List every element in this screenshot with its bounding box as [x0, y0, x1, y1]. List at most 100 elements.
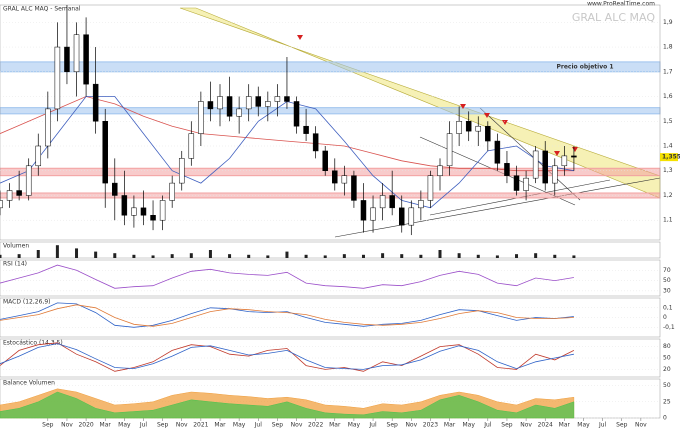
candle-body — [504, 163, 510, 176]
candle-body — [379, 195, 386, 209]
volume-bar — [113, 253, 117, 258]
candle-body — [245, 96, 252, 110]
candle-body — [274, 96, 281, 102]
indicator-line — [0, 264, 574, 289]
candle-body — [532, 150, 539, 179]
signal-arrow — [484, 113, 490, 118]
signal-arrow — [572, 147, 578, 152]
candle-body — [265, 101, 271, 107]
x-tick-label: May — [233, 422, 246, 429]
candle-body — [485, 125, 491, 142]
y-tick-label: 25 — [663, 398, 671, 405]
volume-bar — [208, 250, 212, 258]
volume-bar — [0, 254, 2, 258]
x-tick-label: Mar — [444, 422, 456, 429]
volume-bar — [572, 255, 576, 258]
panel-frame — [0, 297, 661, 338]
support-line — [334, 177, 661, 238]
x-tick-label: 2022 — [308, 422, 323, 429]
candle-body — [121, 195, 128, 216]
candle-body — [188, 133, 195, 159]
candle-body — [465, 121, 472, 132]
signal-arrow — [297, 35, 303, 40]
volume-bar — [55, 245, 59, 258]
candle-body — [236, 108, 242, 117]
volume-bar — [495, 255, 499, 258]
volume-bar — [151, 255, 155, 258]
signal-arrows — [297, 35, 578, 156]
x-tick-label: Mar — [329, 422, 341, 429]
source: www.ProRealTime.com — [587, 1, 655, 8]
x-tick-label: 2023 — [423, 422, 438, 429]
candle-body — [494, 140, 501, 164]
x-tick-label: May — [462, 422, 475, 429]
candle-body — [523, 177, 529, 191]
x-tick-label: May — [348, 422, 361, 429]
y-tick-label: 1,1 — [663, 217, 673, 224]
candle-body — [255, 96, 262, 107]
candle-body — [92, 83, 99, 122]
candle-body — [408, 207, 415, 226]
candle-body — [284, 96, 290, 102]
candle-body — [159, 200, 166, 221]
panel-title: MACD (12,26,9) — [3, 299, 50, 306]
candle-body — [54, 46, 61, 110]
candle-body — [322, 150, 328, 171]
x-tick-label: Jul — [368, 422, 377, 429]
y-tick-label: 20 — [663, 366, 671, 373]
candle-body — [552, 165, 558, 184]
volume-bar — [361, 254, 365, 258]
candle-body — [198, 101, 204, 134]
candle-body — [102, 121, 108, 184]
y-tick-label: 50 — [663, 382, 671, 389]
volume-bar — [36, 250, 40, 258]
candle-body — [35, 145, 42, 167]
candle-body — [217, 96, 223, 110]
last-price-label: 1,355 — [662, 154, 680, 161]
candle-body — [446, 133, 453, 167]
y-tick-label: 1,4 — [663, 143, 673, 150]
candle-body — [73, 34, 80, 73]
indicator-line — [0, 343, 574, 370]
volume-bar — [75, 248, 79, 258]
volume-bar — [534, 253, 538, 258]
wedge-line — [479, 107, 581, 201]
candle-body — [418, 200, 424, 209]
x-tick-label: Sep — [387, 422, 399, 429]
volume-bar — [476, 254, 480, 258]
watermark: GRAL ALC MAQ — [572, 11, 656, 24]
candle-body — [226, 96, 233, 117]
volume-bar — [17, 254, 21, 258]
x-tick-label: Jul — [598, 422, 607, 429]
volume-bar — [323, 255, 327, 258]
panel-frame — [0, 259, 661, 297]
signal-arrow — [502, 120, 508, 125]
x-tick-label: Mar — [559, 422, 571, 429]
volume-bar — [304, 254, 308, 258]
candle-body — [64, 46, 70, 73]
volume-bar — [170, 254, 174, 258]
volume-bar — [438, 250, 442, 258]
y-tick-label: 70 — [663, 267, 671, 274]
candle-body — [178, 158, 185, 184]
x-tick-label: Nov — [405, 422, 417, 429]
volume-bar — [266, 255, 270, 258]
volume-bar — [381, 253, 385, 258]
x-tick-label: Nov — [635, 422, 647, 429]
candle-body — [561, 155, 568, 167]
volume-bar — [419, 254, 423, 258]
x-tick-label: 2024 — [538, 422, 553, 429]
last-price-box — [660, 153, 678, 162]
y-tick-label: 1,5 — [663, 118, 673, 125]
y-tick-label: 50 — [663, 277, 671, 284]
candle-body — [6, 190, 13, 201]
chart-title: GRAL ALC MAQ - Semanal — [3, 6, 81, 13]
volume-bar — [457, 253, 461, 258]
y-tick-label: 1,6 — [663, 93, 673, 100]
candle-body — [140, 207, 147, 216]
x-tick-label: Jul — [139, 422, 148, 429]
y-tick-label: -0,1 — [663, 324, 675, 331]
candle-body — [351, 175, 357, 201]
volume-bar — [285, 251, 289, 258]
candle-body — [398, 207, 405, 226]
